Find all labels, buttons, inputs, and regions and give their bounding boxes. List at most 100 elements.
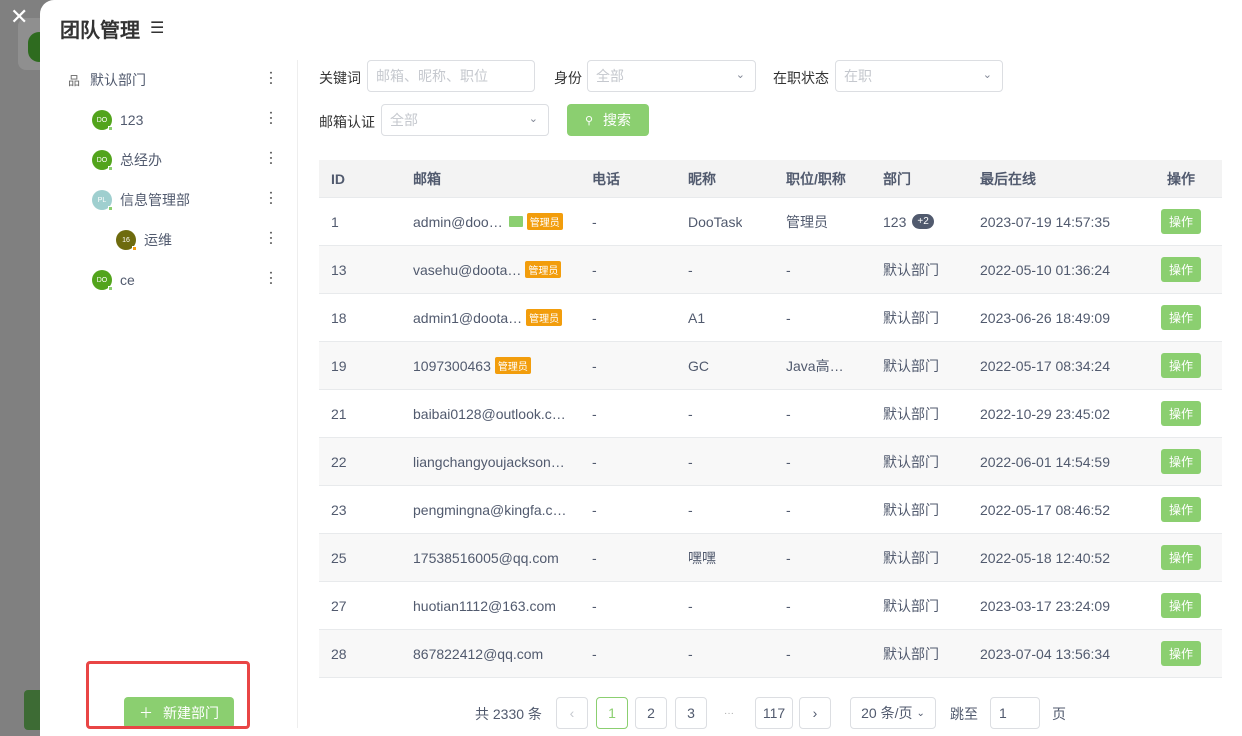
action-button[interactable]: 操作 — [1161, 353, 1202, 378]
tree-node[interactable]: DO 总经办 ⋯ — [60, 140, 298, 180]
identity-label: 身份 — [554, 70, 582, 86]
action-button[interactable]: 操作 — [1161, 641, 1202, 666]
more-icon[interactable]: ⋯ — [262, 110, 279, 126]
menu-collapse-icon[interactable]: ☰ — [150, 20, 165, 37]
department-tree: 品默认部门 ⋯ DO 123 ⋯ DO 总经办 ⋯ PL 信息管理部 ⋯ 16 运维 ⋯ DO ce ⋯ — [60, 60, 298, 728]
status-select[interactable]: 在职 ⌄ — [835, 60, 1003, 92]
cell-nickname: - — [688, 405, 693, 422]
cell-action: 操作 — [1161, 342, 1202, 389]
tree-node[interactable]: 品默认部门 ⋯ — [60, 60, 298, 100]
cell-action: 操作 — [1161, 246, 1202, 293]
action-button[interactable]: 操作 — [1161, 593, 1202, 618]
action-button[interactable]: 操作 — [1161, 305, 1202, 330]
column-header[interactable]: 昵称 — [688, 170, 716, 187]
action-button[interactable]: 操作 — [1161, 209, 1202, 234]
prev-page-button[interactable]: ‹ — [556, 697, 588, 729]
table-row: 1 admin@doo… 管理员 - DooTask 管理员 123 +2 2023-07-19… — [319, 198, 1222, 246]
more-icon[interactable]: ⋯ — [262, 270, 279, 286]
more-icon[interactable]: ⋯ — [262, 190, 279, 206]
cell-id: 19 — [331, 357, 347, 374]
background-button — [24, 690, 44, 730]
cell-phone: - — [592, 357, 597, 374]
avatar-text: PL — [97, 196, 107, 204]
cell-last-online: 2023-07-19 14:57:35 — [980, 213, 1110, 230]
identity-value: 全部 — [596, 68, 624, 84]
column-header[interactable]: ID — [331, 170, 345, 187]
column-header[interactable]: 最后在线 — [980, 170, 1036, 187]
cell-action: 操作 — [1161, 390, 1202, 437]
cell-action: 操作 — [1161, 198, 1202, 245]
status-label: 在职状态 — [773, 70, 829, 86]
keyword-input[interactable]: 邮箱、昵称、职位 — [367, 60, 535, 92]
cell-nickname: - — [688, 501, 693, 518]
cell-position: - — [786, 453, 791, 470]
chevron-down-icon: ⌄ — [982, 69, 992, 81]
column-header[interactable]: 职位/职称 — [786, 170, 846, 187]
page-last[interactable]: 117 — [755, 697, 793, 729]
cell-department: 默认部门 — [883, 294, 939, 341]
tree-node[interactable]: PL 信息管理部 ⋯ — [60, 180, 298, 220]
tree-node[interactable]: DO 123 ⋯ — [60, 100, 298, 140]
cell-position: 管理员 — [786, 213, 828, 230]
page-ellipsis[interactable]: ··· — [724, 708, 734, 719]
page-3[interactable]: 3 — [675, 697, 707, 729]
page-1[interactable]: 1 — [596, 697, 628, 729]
column-header[interactable]: 邮箱 — [413, 170, 441, 187]
action-button[interactable]: 操作 — [1161, 497, 1202, 522]
cell-action: 操作 — [1161, 486, 1202, 533]
action-button[interactable]: 操作 — [1161, 257, 1202, 282]
email-text: pengmingna@kingfa.c… — [413, 501, 567, 518]
cell-action: 操作 — [1161, 438, 1202, 485]
column-header[interactable]: 操作 — [1167, 170, 1195, 187]
cell-last-online: 2022-05-18 12:40:52 — [980, 549, 1110, 566]
tree-node[interactable]: DO ce ⋯ — [60, 260, 298, 300]
more-icon[interactable]: ⋯ — [262, 230, 279, 246]
jump-input[interactable]: 1 — [990, 697, 1040, 729]
backdrop[interactable] — [0, 0, 50, 736]
column-header[interactable]: 部门 — [883, 170, 911, 187]
cell-department: 默认部门 — [883, 534, 939, 581]
email-text: liangchangyoujackson… — [413, 453, 565, 470]
tree-node[interactable]: 16 运维 ⋯ — [60, 220, 298, 260]
cell-last-online: 2023-07-04 13:56:34 — [980, 645, 1110, 662]
cell-position: - — [786, 645, 791, 662]
action-button[interactable]: 操作 — [1161, 545, 1202, 570]
action-button[interactable]: 操作 — [1161, 449, 1202, 474]
next-page-button[interactable]: › — [799, 697, 831, 729]
avatar-text: DO — [96, 116, 108, 124]
column-header[interactable]: 电话 — [592, 170, 620, 187]
cell-id: 1 — [331, 213, 339, 230]
department-text: 默认部门 — [883, 357, 939, 374]
avatar-text: DO — [96, 156, 108, 164]
cell-id: 22 — [331, 453, 347, 470]
page-size-select[interactable]: 20 条/页 ⌄ — [850, 697, 936, 729]
table-row: 19 1097300463 管理员 - GC Java高… 默认部门 2022-05-17 0… — [319, 342, 1222, 390]
email-verify-label: 邮箱认证 — [319, 114, 375, 130]
close-icon[interactable]: ✕ — [10, 4, 29, 29]
page-2[interactable]: 2 — [635, 697, 667, 729]
tree-node-label: 总经办 — [120, 152, 162, 168]
more-icon[interactable]: ⋯ — [262, 70, 279, 86]
cell-nickname: A1 — [688, 309, 706, 326]
avatar-text: 16 — [122, 236, 130, 244]
action-button[interactable]: 操作 — [1161, 401, 1202, 426]
new-department-button[interactable]: ＋新建部门 — [124, 697, 234, 729]
cell-id: 21 — [331, 405, 347, 422]
cell-last-online: 2023-06-26 18:49:09 — [980, 309, 1110, 326]
table-row: 27 huotian1112@163.com - - - 默认部门 2023-03-17 2… — [319, 582, 1222, 630]
cell-email: admin@doo… 管理员 — [413, 198, 583, 245]
more-icon[interactable]: ⋯ — [262, 150, 279, 166]
cell-email: liangchangyoujackson… — [413, 438, 583, 485]
email-verify-select[interactable]: 全部 ⌄ — [381, 104, 549, 136]
search-button[interactable]: ⚲ 搜索 — [567, 104, 649, 136]
identity-select[interactable]: 全部 ⌄ — [587, 60, 756, 92]
page-suffix: 页 — [1052, 706, 1066, 722]
jump-label: 跳至 — [950, 706, 978, 722]
department-text: 默认部门 — [883, 405, 939, 422]
email-text: admin1@doota… — [413, 309, 523, 326]
cell-last-online: 2023-03-17 23:24:09 — [980, 597, 1110, 614]
avatar-text: DO — [96, 276, 108, 284]
cell-action: 操作 — [1161, 294, 1202, 341]
cell-position: - — [786, 549, 791, 566]
table-row: 21 baibai0128@outlook.c… - - - 默认部门 2022-10-29… — [319, 390, 1222, 438]
